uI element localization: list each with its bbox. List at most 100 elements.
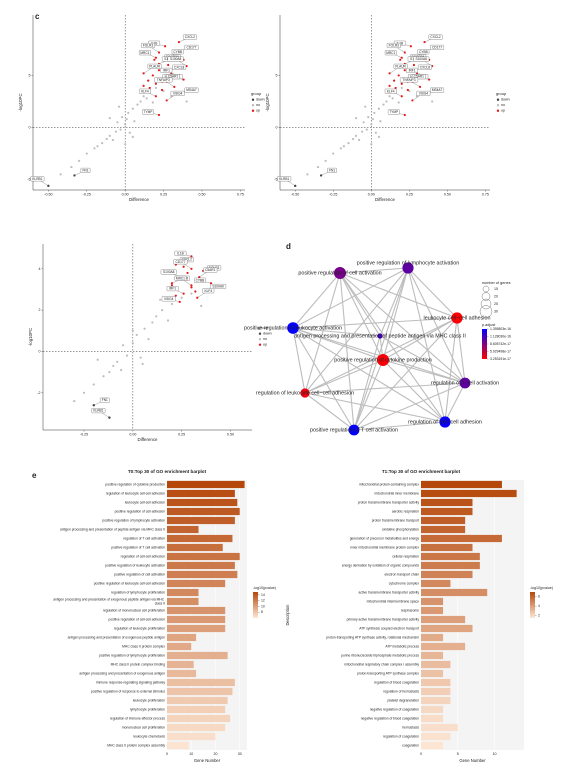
bar — [421, 651, 444, 660]
category-label: regulation of leukocyte proliferation — [114, 626, 165, 630]
point — [186, 271, 189, 275]
point — [77, 159, 81, 162]
point — [148, 86, 151, 90]
bar — [421, 489, 517, 498]
node-label: regulation of leukocyte cell−cell adhesi… — [256, 390, 354, 396]
gene-label: MS4A7 — [186, 88, 197, 92]
point — [145, 97, 148, 100]
color-tick-label: 3.253191e-17 — [490, 357, 511, 361]
bar — [167, 696, 228, 705]
edge — [292, 327, 466, 384]
point — [105, 137, 108, 141]
bar — [167, 741, 189, 750]
category-label: regulation of leukocyte cell-cell adhesi… — [106, 491, 165, 495]
point — [370, 143, 373, 146]
edge — [407, 267, 466, 384]
labeled-point — [182, 78, 185, 81]
bar — [167, 660, 194, 669]
gene-label: FOLR3 — [143, 44, 154, 48]
bar — [167, 615, 226, 624]
category-label: MHC class II protein complex — [122, 644, 165, 648]
labeled-point — [400, 95, 403, 98]
category-label: hemostasis — [402, 725, 419, 729]
labeled-point — [411, 99, 414, 102]
size-legend-circle — [480, 298, 492, 310]
category-label: respirasome — [401, 608, 419, 612]
bar — [167, 543, 223, 552]
y-tick-label: 0 — [276, 125, 278, 129]
category-label: regulation of hemostasis — [383, 689, 419, 693]
category-label: mitochondrial protein-containing complex — [359, 482, 419, 486]
point — [391, 97, 394, 100]
gene-label: VSIG4 — [164, 297, 174, 301]
gene-label-box — [184, 87, 199, 93]
y-axis-label: Description — [285, 604, 290, 626]
bar — [167, 732, 216, 741]
point — [394, 86, 397, 90]
x-tick-label: 0.75 — [237, 192, 244, 196]
y-tick-label: 2 — [39, 308, 41, 312]
category-label: mitochondrial intermembrane space — [367, 599, 420, 603]
point — [117, 105, 121, 108]
point — [120, 368, 123, 372]
legend-swatch — [496, 104, 500, 107]
gene-label: FN1 — [102, 398, 108, 402]
bar — [167, 642, 192, 651]
x-axis-label: Difference — [138, 437, 158, 442]
y-tick-label: -5 — [274, 178, 277, 182]
point — [82, 391, 86, 394]
gene-label-box — [172, 64, 187, 70]
bar — [167, 633, 197, 642]
edge — [304, 272, 341, 394]
category-label: positive regulation of cell adhesion — [115, 509, 166, 513]
x-axis-label: Gene Number — [194, 758, 221, 763]
point — [85, 152, 88, 155]
node-label: antigen processing and presentation of p… — [294, 333, 466, 339]
point — [170, 284, 174, 287]
labeled-point — [403, 113, 406, 117]
point — [128, 131, 131, 134]
edge — [339, 272, 384, 361]
point — [190, 292, 193, 295]
category-label: negative regulation of coagulation — [370, 707, 419, 711]
gene-label-box — [202, 288, 215, 294]
category-label: antigen processing and presentation of p… — [60, 527, 165, 531]
category-label: leukocyte chemotaxis — [133, 734, 165, 738]
labeled-point — [157, 51, 161, 54]
gene-label: VSIG4 — [419, 91, 429, 95]
category-label: proton-transporting ATP synthase activit… — [326, 635, 419, 639]
x-tick-label: 0.25 — [406, 192, 413, 196]
labeled-point — [178, 300, 181, 303]
category-label: antigen processing and presentation of e… — [53, 598, 165, 606]
point — [370, 123, 373, 126]
gene-label-box — [160, 269, 177, 275]
gene-label: IRF1 — [169, 287, 176, 291]
x-tick-label: -0.50 — [44, 192, 52, 196]
bar — [167, 651, 228, 660]
point — [157, 69, 161, 72]
color-tick-label: 6 — [538, 595, 540, 599]
x-tick-label: 0 — [166, 752, 168, 756]
size-legend-label: 25 — [494, 302, 498, 306]
gene-label: S100A8 — [170, 57, 182, 61]
point — [182, 265, 185, 268]
point — [388, 84, 391, 87]
point — [162, 89, 165, 93]
edge — [292, 272, 341, 329]
node — [402, 262, 414, 274]
chart-title: T1:Top 30 of GO enrichment barplot — [382, 469, 461, 474]
point — [93, 147, 96, 150]
point — [342, 145, 346, 148]
legend-swatch — [251, 98, 255, 101]
y-tick-label: 5 — [29, 73, 31, 77]
bar — [421, 669, 444, 678]
bar — [421, 552, 480, 561]
legend-title: group — [496, 91, 507, 96]
category-label: generation of precursor metabolites and … — [350, 536, 420, 540]
gene-label: FN1 — [82, 168, 88, 172]
bar — [167, 624, 226, 633]
point — [59, 173, 62, 176]
gene-label-box — [91, 408, 106, 414]
x-tick-label: 20 — [213, 752, 217, 756]
gene-label: MRC1 — [386, 51, 395, 55]
